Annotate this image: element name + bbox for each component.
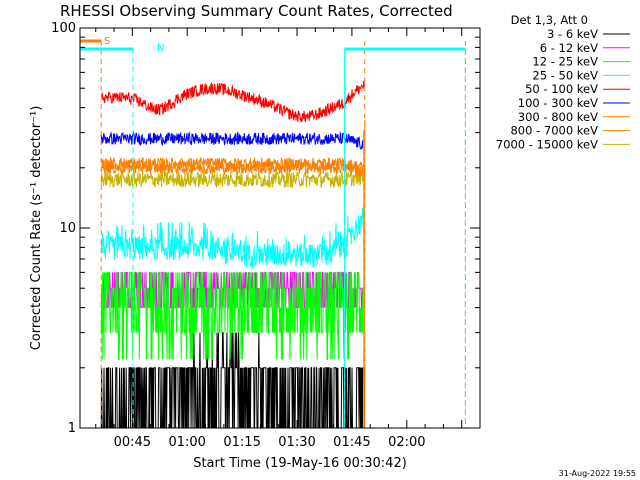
series-line [100,169,366,189]
axes: 00:45 01:00 01:15 01:30 01:45 02:00 1 10 100 [51,21,481,450]
legend-entry-label: 50 - 100 keV [525,82,598,96]
legend-entry-label: 25 - 50 keV [532,68,598,82]
legend-entry-label: 3 - 6 keV [547,27,598,41]
series-line [100,156,366,174]
chart-title: RHESSI Observing Summary Count Rates, Co… [60,2,453,20]
y-tick-label: 10 [59,221,76,236]
legend-entry-label: 100 - 300 keV [518,96,598,110]
x-tick-label: 02:00 [388,435,425,450]
plot-area: SN [80,36,466,429]
x-tick-label: 01:30 [278,435,315,450]
legend-entry-label: 7000 - 15000 keV [496,137,598,151]
series-line [100,207,366,270]
x-tick-label: 01:45 [333,435,370,450]
timestamp: 31-Aug-2022 19:55 [559,469,636,478]
legend-entry-label: 300 - 800 keV [518,110,598,124]
annotation-label: N [157,43,164,54]
legend-entry-label: 6 - 12 keV [540,41,598,55]
legend-entry-label: 800 - 7000 keV [510,124,598,138]
y-axis-label: Corrected Count Rate (s⁻¹ detector⁻¹) [29,106,44,351]
series-line [100,80,366,123]
x-tick-label: 01:15 [223,435,260,450]
legend-entry-label: 12 - 25 keV [532,55,598,69]
x-tick-label: 01:00 [168,435,205,450]
x-axis-label: Start Time (19-May-16 00:30:42) [193,456,407,471]
y-tick-label: 1 [68,421,76,436]
legend-header: Det 1,3, Att 0 [511,13,588,27]
x-tick-label: 00:45 [114,435,151,450]
series-line [100,332,366,429]
series-line [100,130,366,150]
series-line [100,271,366,360]
y-tick-label: 100 [51,21,76,36]
annotation-label: S [104,36,110,47]
